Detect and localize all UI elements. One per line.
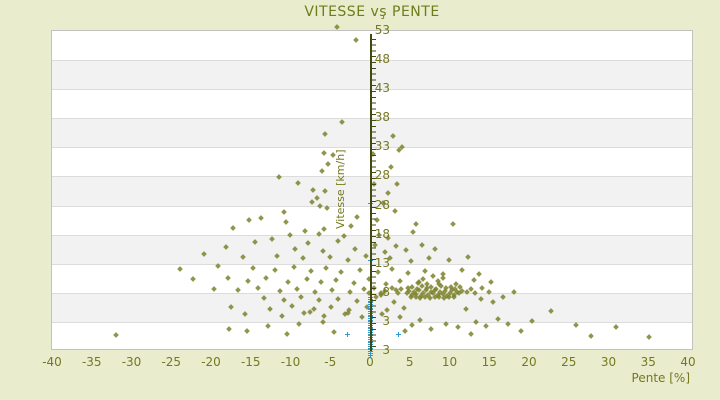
y-tick-label: 38	[374, 110, 390, 125]
y-axis-title: Vitesse [km/h]	[334, 149, 347, 229]
y-tick-label: 53	[374, 23, 390, 37]
plot-area	[51, 24, 693, 358]
x-tick-label: -10	[280, 355, 301, 369]
chart-title: VITESSE vş PENTE	[304, 4, 440, 20]
x-tick-label: 35	[640, 355, 656, 369]
x-tick-label: 10	[441, 355, 458, 369]
y-tick-label: 33	[374, 139, 390, 154]
x-tick-label: 40	[680, 355, 696, 369]
x-tick-label: -15	[240, 355, 261, 369]
x-axis-title: Pente [%]	[631, 371, 690, 385]
x-tick-label: -20	[201, 355, 221, 369]
x-tick-label: 30	[600, 355, 617, 369]
x-tick-label: 20	[521, 355, 537, 369]
x-tick-label: 0	[366, 355, 374, 369]
x-tick-label: -30	[121, 355, 142, 369]
x-tick-label: 5	[405, 355, 414, 369]
zero-axis-ticks	[370, 34, 376, 351]
x-tick-label: -35	[81, 355, 102, 369]
y-tick-label: 8	[382, 284, 390, 299]
data-point	[344, 331, 350, 337]
x-tick-label: -5	[324, 355, 337, 369]
y-tick-label: 13	[374, 255, 390, 270]
data-point	[333, 24, 340, 30]
y-tick-label: 43	[374, 81, 390, 96]
y-tick-label: 28	[374, 197, 390, 212]
x-tick-label: 25	[561, 355, 577, 369]
x-tick-label: 15	[481, 355, 497, 369]
y-tick-label: 3	[382, 343, 390, 357]
y-tick-label: 28	[374, 168, 390, 183]
y-tick-label: 3	[382, 313, 390, 328]
x-tick-label: -25	[161, 355, 182, 369]
x-tick-label: -40	[42, 355, 62, 369]
y-tick-label: 18	[374, 226, 390, 241]
data-point	[395, 332, 401, 338]
y-tick-label: 48	[374, 52, 390, 67]
